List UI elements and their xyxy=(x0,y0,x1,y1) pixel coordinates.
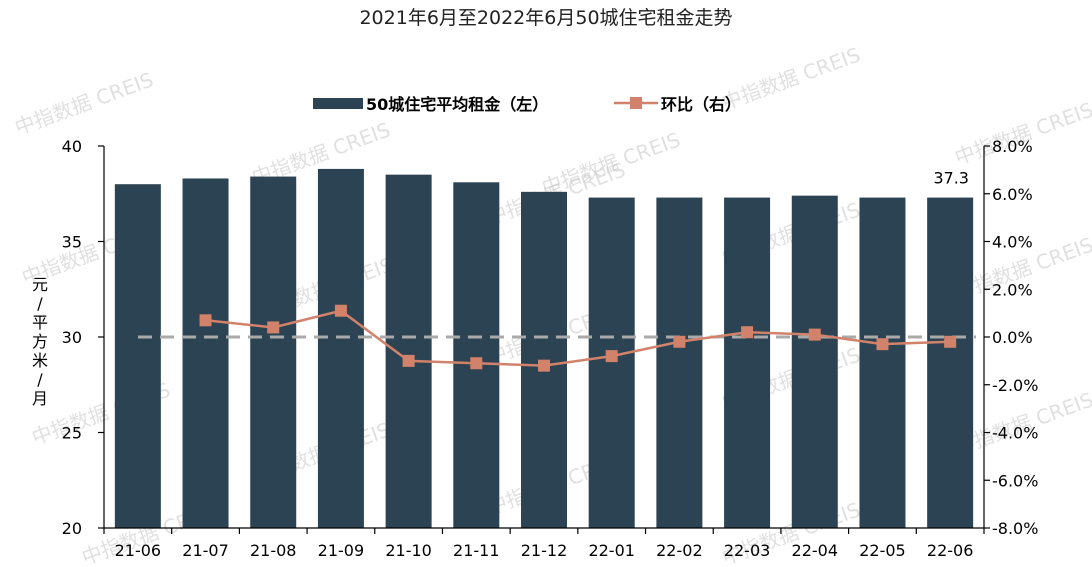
series-line xyxy=(199,304,957,372)
right-tick-label: -6.0% xyxy=(992,471,1038,490)
right-tick-label: 6.0% xyxy=(992,185,1033,204)
bar-22-05 xyxy=(859,197,906,528)
x-tick-label: 22-02 xyxy=(656,541,703,560)
y-axis-label: 元/平方米/月 xyxy=(32,275,48,408)
bar-22-04 xyxy=(791,195,838,528)
legend: 50城住宅平均租金（左） 环比（右） xyxy=(313,95,741,114)
mom-marker-22-05 xyxy=(876,338,889,351)
x-tick-label: 22-05 xyxy=(859,541,906,560)
bar-21-07 xyxy=(182,178,229,528)
legend-label-bar: 50城住宅平均租金（左） xyxy=(366,95,548,114)
bar-21-11 xyxy=(453,182,500,529)
mom-marker-21-11 xyxy=(470,357,483,370)
left-tick-label: 30 xyxy=(62,328,82,347)
x-tick-label: 21-08 xyxy=(250,541,297,560)
bars xyxy=(114,168,974,529)
left-tick-label: 20 xyxy=(62,519,82,538)
watermark-text: 中指数据 CREIS xyxy=(952,97,1092,169)
legend-swatch-bar xyxy=(313,98,363,109)
x-tick-label: 21-10 xyxy=(385,541,432,560)
legend-swatch-marker xyxy=(630,97,642,109)
bar-21-08 xyxy=(250,176,297,528)
bar-21-06 xyxy=(114,184,161,528)
x-tick-label: 21-11 xyxy=(453,541,500,560)
bar-22-01 xyxy=(588,197,635,528)
bar-22-03 xyxy=(724,197,771,528)
mom-marker-21-12 xyxy=(538,359,550,372)
chart-title: 2021年6月至2022年6月50城住宅租金走势 xyxy=(359,7,733,29)
x-tick-label: 22-04 xyxy=(792,541,839,560)
mom-marker-22-04 xyxy=(808,328,821,341)
bar-22-06 xyxy=(927,197,974,528)
x-tick-label: 22-01 xyxy=(588,541,635,560)
mom-marker-22-01 xyxy=(605,350,618,363)
mom-marker-21-09 xyxy=(334,304,347,317)
x-tick-label: 21-12 xyxy=(521,541,568,560)
mom-marker-21-07 xyxy=(199,314,212,327)
right-tick-label: 4.0% xyxy=(992,233,1033,252)
mom-marker-22-06 xyxy=(944,335,957,348)
x-tick-label: 22-03 xyxy=(724,541,771,560)
bar-22-02 xyxy=(656,197,703,528)
mom-marker-22-03 xyxy=(741,326,754,339)
watermark-text: 中指数据 CREIS xyxy=(12,67,157,139)
mom-marker-22-02 xyxy=(673,335,686,348)
mom-marker-21-10 xyxy=(402,354,415,367)
bar-21-09 xyxy=(317,168,364,529)
x-tick-label: 21-09 xyxy=(318,541,365,560)
right-tick-label: -8.0% xyxy=(992,519,1038,538)
left-tick-label: 40 xyxy=(62,137,82,156)
left-tick-label: 25 xyxy=(62,424,82,443)
right-tick-label: 0.0% xyxy=(992,328,1033,347)
axes: 20 25 30 35 40 -8.0% -6.0% -4.0% -2.0% 0.0% 2.0% 4.… xyxy=(32,137,1038,560)
right-tick-label: -4.0% xyxy=(992,424,1038,443)
legend-label-line: 环比（右） xyxy=(661,95,741,114)
annotations: 37.3 xyxy=(933,169,969,188)
right-tick-label: -2.0% xyxy=(992,376,1038,395)
left-tick-label: 35 xyxy=(62,233,82,252)
right-tick-label: 8.0% xyxy=(992,137,1033,156)
bar-21-10 xyxy=(385,174,432,528)
data-label-22-06: 37.3 xyxy=(933,169,969,188)
x-tick-label: 22-06 xyxy=(927,541,974,560)
x-tick-label: 21-06 xyxy=(115,541,162,560)
mom-marker-21-08 xyxy=(267,321,280,334)
mom-line xyxy=(205,309,951,367)
x-tick-label: 21-07 xyxy=(182,541,229,560)
right-tick-label: 2.0% xyxy=(992,280,1033,299)
